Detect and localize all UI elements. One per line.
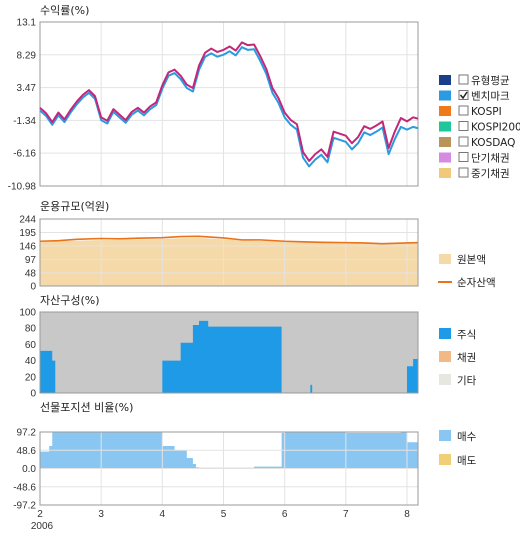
- panel-1: 수익률(%)13.1 8.29 3.47 -1.34 -6.16 -10.98 유형평균벤치…: [8, 4, 520, 193]
- y-tick-label: 97: [25, 255, 37, 266]
- legend-checkbox[interactable]: [458, 167, 469, 178]
- y-tick-label: -1.34: [13, 116, 36, 127]
- area-principal: [40, 237, 418, 286]
- x-tick-label: 4: [160, 509, 166, 520]
- y-tick-label: 0: [30, 282, 36, 293]
- x-tick-label: 3: [98, 509, 104, 520]
- legend-label: KOSPI200: [471, 122, 520, 134]
- legend-swatch: [439, 106, 451, 116]
- legend-swatch: [439, 152, 451, 163]
- legend-swatch: [439, 137, 451, 147]
- y-tick-label: -6.16: [13, 149, 36, 160]
- x-tick-label: 2: [37, 509, 43, 520]
- legend-swatch: [439, 75, 451, 85]
- plot-frame: [39, 218, 419, 287]
- legend-label: 유형평균: [471, 75, 510, 87]
- legend-label: KOSDAQ: [471, 137, 515, 149]
- y-tick-label: 13.1: [17, 18, 37, 29]
- legend-swatch: [439, 430, 451, 441]
- x-axis: 2 3 4 5 6 7 8 2006: [31, 509, 410, 532]
- legend-label: 기타: [457, 375, 477, 387]
- area-stocks: [40, 320, 418, 393]
- check-icon: [459, 91, 468, 100]
- series-line: [39, 235, 419, 245]
- panel-title: 수익률(%): [40, 4, 89, 17]
- panel-title: 자산구성(%): [40, 294, 100, 307]
- y-tick-label: 48: [25, 268, 37, 279]
- y-tick-label: -10.98: [8, 182, 37, 193]
- x-tick-label: 6: [282, 509, 288, 520]
- legend-label: 주식: [457, 329, 476, 341]
- legend-checkbox[interactable]: [458, 121, 469, 131]
- legend-swatch: [439, 168, 451, 178]
- y-tick-label: 0.0: [22, 464, 36, 475]
- y-tick-label: 244: [19, 215, 36, 226]
- y-tick-label: -97.2: [13, 501, 36, 512]
- series-line: [39, 46, 419, 168]
- panel-title: 선물포지션 비율(%): [40, 401, 133, 414]
- x-tick-label: 8: [404, 509, 410, 520]
- y-tick-label: 3.47: [17, 83, 37, 94]
- legend-swatch: [439, 254, 451, 264]
- legend-swatch: [439, 454, 451, 465]
- legend-checkbox[interactable]: [458, 90, 469, 100]
- y-tick-label: -48.6: [13, 482, 36, 493]
- series-line: [39, 41, 419, 162]
- legend-label: 중기채권: [471, 168, 510, 180]
- legend-label: 순자산액: [457, 277, 496, 289]
- y-tick-label: 195: [19, 228, 36, 239]
- legend-label: 채권: [457, 352, 476, 364]
- legend-checkbox[interactable]: [458, 74, 469, 85]
- y-tick-label: 60: [25, 340, 37, 351]
- x-year-label: 2006: [31, 521, 54, 532]
- legend-label: 매도: [457, 455, 477, 467]
- legend-swatch: [439, 90, 451, 101]
- area-long: [40, 432, 418, 469]
- legend-checkbox[interactable]: [458, 152, 469, 162]
- plot-frame: [39, 311, 419, 394]
- y-tick-label: 146: [19, 241, 36, 252]
- legend-swatch: [439, 121, 451, 132]
- y-tick-label: 0: [30, 389, 36, 400]
- y-tick-label: 20: [25, 372, 37, 383]
- legend-label: 벤치마크: [471, 91, 510, 103]
- panel-title: 운용규모(억원): [40, 200, 109, 213]
- legend-swatch: [439, 374, 451, 385]
- y-tick-label: 80: [25, 324, 37, 335]
- y-tick-label: 100: [19, 308, 36, 319]
- legend-swatch: [439, 351, 451, 362]
- plot-frame: [39, 21, 419, 187]
- legend-checkbox[interactable]: [458, 105, 469, 116]
- plot-frame: [39, 431, 419, 506]
- legend-swatch: [439, 328, 451, 339]
- x-tick-label: 7: [343, 509, 349, 520]
- legend-label: 원본액: [457, 254, 486, 266]
- legend-checkbox[interactable]: [458, 136, 469, 147]
- y-tick-label: 97.2: [17, 428, 37, 439]
- legend-label: 매수: [457, 431, 477, 443]
- legend-label: 단기채권: [471, 153, 510, 165]
- y-tick-label: 8.29: [17, 50, 37, 61]
- y-tick-label: 48.6: [17, 446, 37, 457]
- y-tick-label: 40: [25, 356, 37, 367]
- x-tick-label: 5: [221, 509, 227, 520]
- legend-label: KOSPI: [471, 106, 502, 118]
